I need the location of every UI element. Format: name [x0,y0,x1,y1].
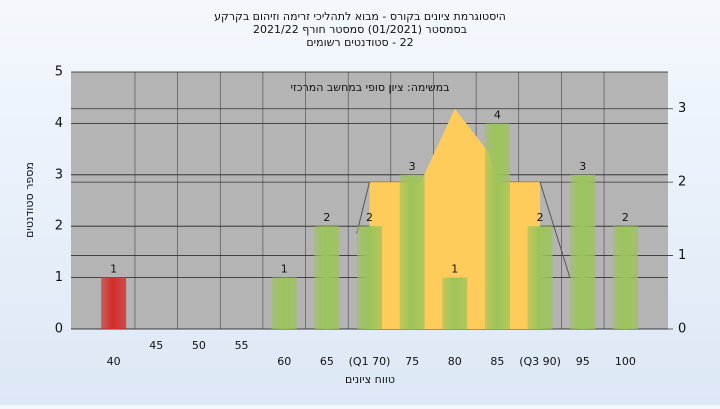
y-tick-label: 5 [55,65,63,80]
x-tick-label: (Q3 90) [519,355,561,368]
chart-subtitle: 22 - סטודנטים רשומים [306,36,413,49]
y-tick-label: 0 [55,322,63,337]
bar [314,226,340,329]
data-label: 2 [622,211,629,224]
x-tick-label: 75 [405,355,419,368]
chart-title: היסטוגרמת ציונים בקורס - מבוא לתהליכי זר… [214,10,506,23]
y2-tick-label: 0 [678,322,686,337]
bar [357,226,382,329]
data-label: 3 [579,160,586,173]
x-tick-label: 65 [320,355,334,368]
bar [570,174,596,329]
x-tick-label: (Q1 70) [349,355,391,368]
bar [101,277,127,329]
line [356,182,370,234]
y-tick-label: 2 [55,219,63,234]
data-label: 2 [323,211,330,224]
data-label: 1 [110,263,117,276]
data-label: 1 [451,263,458,276]
y2-tick-label: 2 [678,175,686,190]
bar [527,226,553,329]
chart-subtitle: בסמסטר (01/2021) סמסטר חורף 2021/22 [253,23,467,36]
annotation: במשימה: ציון סופי במחשב המרכזי [290,81,449,94]
data-label: 2 [366,211,373,224]
x-tick-label: 55 [235,339,249,352]
x-tick-label: 80 [448,355,462,368]
x-tick-label: 85 [490,355,504,368]
y-tick-label: 1 [55,270,63,285]
x-tick-label: 95 [576,355,590,368]
x-tick-label: 45 [149,339,163,352]
bar [271,277,297,329]
y-tick-label: 3 [55,167,63,182]
x-tick-label: 100 [615,355,636,368]
bar [612,226,638,329]
x-tick-label: 40 [107,355,121,368]
data-label: 4 [494,108,501,121]
y2-tick-label: 1 [678,248,686,263]
y-axis-label: מספר סטודנטים [23,162,36,238]
bar [484,123,510,330]
bar [442,277,468,329]
data-label: 3 [409,160,416,173]
data-label: 1 [281,263,288,276]
x-axis-label: טווח ציונים [345,373,395,386]
y2-tick-label: 3 [678,101,686,116]
x-tick-label: 50 [192,339,206,352]
line [539,181,571,278]
x-tick-label: 60 [277,355,291,368]
y-tick-label: 4 [55,116,63,131]
data-label: 2 [537,211,544,224]
bar [399,174,425,329]
